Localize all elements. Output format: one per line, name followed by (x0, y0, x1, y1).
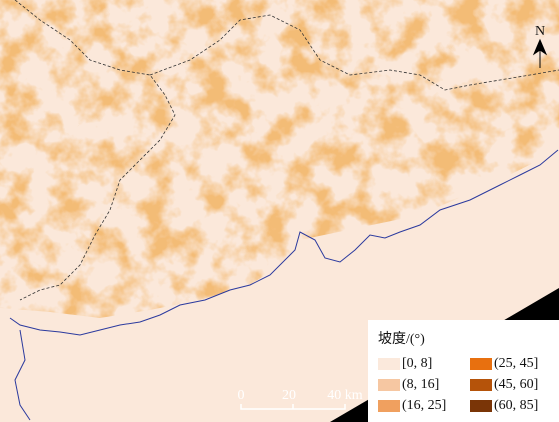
legend-title: 坡度/(°) (378, 331, 425, 347)
legend-label: (25, 45] (494, 356, 538, 371)
scale-label: 40 km (327, 388, 363, 403)
legend-label: (45, 60] (494, 377, 538, 392)
page: N 坡度/(°) [0, 8] (8, 16] (16, 25] (25, 45] (4… (0, 0, 559, 422)
legend-swatch (378, 358, 400, 370)
legend-swatch (378, 400, 400, 412)
legend-swatch (470, 358, 492, 370)
north-label: N (535, 24, 545, 39)
legend-label: (16, 25] (402, 398, 446, 413)
scale-label: 20 (282, 388, 296, 403)
legend-label: (60, 85] (494, 398, 538, 413)
scale-label: 0 (238, 388, 245, 403)
legend-label: (8, 16] (402, 377, 439, 392)
map: N 坡度/(°) [0, 8] (8, 16] (16, 25] (25, 45] (4… (0, 0, 559, 422)
legend-swatch (470, 379, 492, 391)
legend-swatch (378, 379, 400, 391)
legend-swatch (470, 400, 492, 412)
legend-label: [0, 8] (402, 356, 432, 371)
